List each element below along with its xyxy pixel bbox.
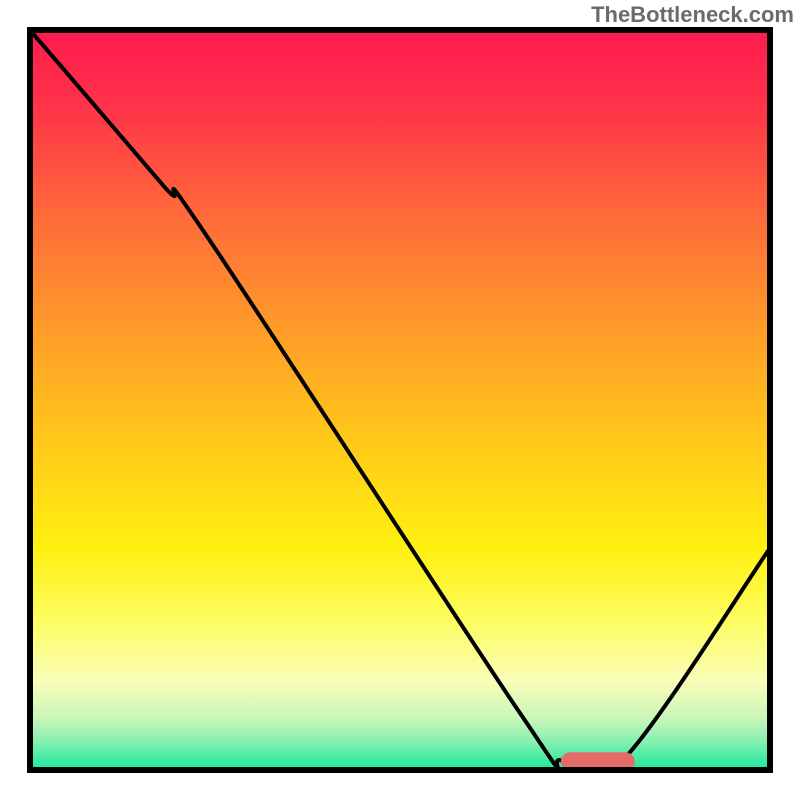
chart-container: { "watermark_text": "TheBottleneck.com",… <box>0 0 800 800</box>
watermark-text: TheBottleneck.com <box>591 2 794 28</box>
gradient-background <box>30 30 770 770</box>
bottleneck-chart <box>0 0 800 800</box>
